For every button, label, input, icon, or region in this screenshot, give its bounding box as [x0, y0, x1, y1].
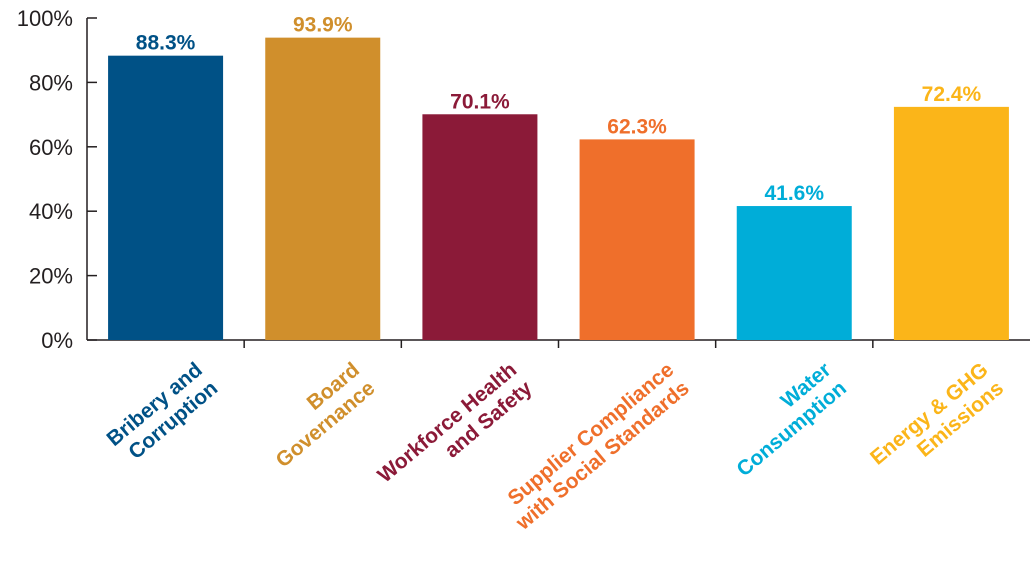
y-tick-label: 60% [29, 135, 73, 160]
data-label: 93.9% [293, 14, 353, 37]
data-label: 72.4% [922, 83, 982, 106]
bar [422, 114, 538, 340]
x-tick-label: Supplier Compliance [504, 358, 679, 510]
bar [579, 139, 695, 340]
y-tick-label: 100% [17, 6, 73, 31]
chart-axes: 0% 20% 40% 60% 80% 100% [17, 6, 1030, 353]
y-tick-label: 80% [29, 70, 73, 95]
data-label: 62.3% [607, 115, 667, 138]
data-label: 88.3% [136, 32, 196, 55]
chart-bars [108, 37, 1009, 340]
data-label: 41.6% [764, 182, 824, 205]
y-tick-label: 0% [41, 328, 73, 353]
bar [736, 206, 852, 340]
y-tick-label: 40% [29, 199, 73, 224]
bar [108, 55, 224, 340]
x-tick-label: with Social Standards [511, 377, 694, 536]
y-tick-label: 20% [29, 264, 73, 289]
data-label: 70.1% [450, 90, 510, 113]
bar [893, 106, 1009, 340]
bar [265, 37, 381, 340]
